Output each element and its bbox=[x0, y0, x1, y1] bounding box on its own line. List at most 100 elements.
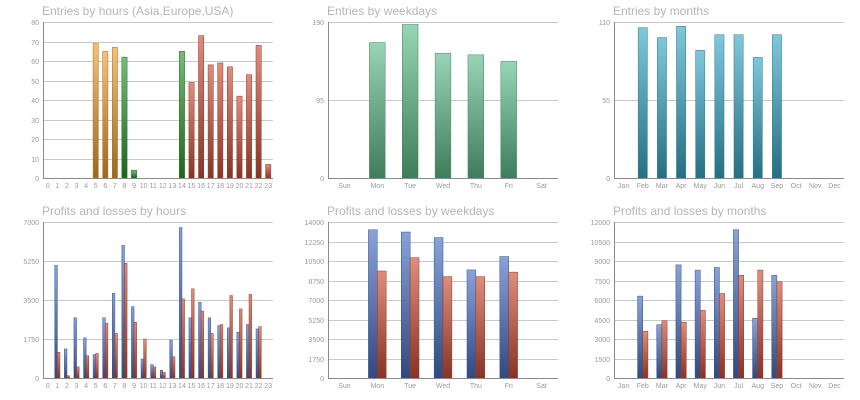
bar-series-1-Fri bbox=[499, 256, 509, 379]
bar-series-2-7 bbox=[114, 333, 118, 379]
bar-series-2-3 bbox=[76, 366, 80, 379]
y-tick-label: 1500 bbox=[594, 357, 610, 364]
bar-5 bbox=[92, 43, 99, 179]
bar-series-2-11 bbox=[152, 366, 157, 379]
x-tick-label: 2 bbox=[65, 383, 69, 390]
bar-series-2-18 bbox=[220, 324, 224, 379]
x-tick-label: 7 bbox=[113, 183, 117, 190]
y-tick-label: 55 bbox=[602, 98, 610, 105]
bar-series-2-Fri bbox=[508, 271, 518, 379]
bar-series-2-8 bbox=[124, 262, 128, 379]
y-tick-label: 5250 bbox=[308, 318, 324, 325]
x-tick-label: 0 bbox=[46, 183, 50, 190]
x-tick-label: Tue bbox=[404, 183, 416, 190]
bar-series-2-Tue bbox=[409, 257, 420, 379]
chart-entries-by-weekdays: Entries by weekdays 0 95 190 Sun Mon Tue Wed Th… bbox=[290, 2, 560, 192]
bar-Aug bbox=[752, 57, 763, 179]
chart-profits-losses-by-weekdays: Profits and losses by weekdays 0 1750 3500… bbox=[290, 202, 560, 392]
x-tick-label: 9 bbox=[132, 183, 136, 190]
x-tick-label: Mon bbox=[370, 183, 384, 190]
x-tick-label: 17 bbox=[207, 383, 215, 390]
x-tick-label: 11 bbox=[150, 183, 157, 190]
bar-series-2-Sep bbox=[776, 281, 783, 379]
bar-18 bbox=[217, 62, 224, 179]
bar-May bbox=[695, 50, 706, 179]
y-tick-label: 70 bbox=[31, 40, 39, 47]
y-tick-label: 9000 bbox=[594, 259, 610, 266]
bar-series-1-Jun bbox=[713, 267, 720, 379]
bar-series-1-Wed bbox=[433, 237, 444, 379]
bar-22 bbox=[255, 45, 262, 179]
bar-series-1-18 bbox=[217, 325, 221, 379]
bar-9 bbox=[131, 169, 137, 179]
bar-series-1-14 bbox=[179, 227, 183, 379]
x-tick-label: Wed bbox=[436, 183, 450, 190]
bar-series-1-15 bbox=[188, 317, 192, 379]
x-tick-label: Sun bbox=[338, 383, 351, 390]
bar-Apr bbox=[676, 26, 686, 179]
bar-series-2-16 bbox=[200, 310, 204, 379]
bar-series-2-6 bbox=[105, 323, 109, 379]
bar-Thu bbox=[467, 54, 484, 179]
bar-series-1-Aug bbox=[752, 317, 759, 379]
bar-series-2-Feb bbox=[642, 330, 649, 379]
x-tick-label: Sat bbox=[536, 383, 547, 390]
chart-entries-by-months-svg: Entries by months 0 55 110 Jan Feb Mar Apr May J… bbox=[599, 4, 844, 190]
y-tick-label: 20 bbox=[31, 137, 39, 144]
bar-series-1-19 bbox=[227, 327, 231, 379]
bar-17 bbox=[207, 64, 214, 179]
bar-series-2-12 bbox=[162, 372, 166, 379]
x-tick-label: 11 bbox=[150, 383, 157, 390]
bar-series-1-5 bbox=[92, 354, 96, 379]
bar-6 bbox=[102, 51, 109, 179]
y-tick-label: 7000 bbox=[23, 220, 39, 227]
bar-series-2-Aug bbox=[757, 269, 764, 379]
bar-series-1-6 bbox=[102, 317, 106, 379]
bar-series-1-2 bbox=[64, 348, 68, 379]
x-tick-label: 13 bbox=[168, 183, 176, 190]
x-tick-label: Nov bbox=[809, 383, 822, 390]
bar-Mar bbox=[657, 37, 667, 179]
x-tick-label: Feb bbox=[637, 183, 649, 190]
bar-7 bbox=[111, 47, 118, 179]
bar-series-2-Apr bbox=[680, 321, 687, 379]
bar-series-1-9 bbox=[131, 306, 135, 379]
x-tick-label: Sep bbox=[771, 383, 784, 390]
x-tick-label: Jul bbox=[734, 183, 743, 190]
bar-series-2-1 bbox=[57, 352, 61, 379]
x-tick-label: 22 bbox=[255, 383, 263, 390]
bar-series-1-22 bbox=[255, 328, 259, 379]
bar-Tue bbox=[402, 24, 419, 179]
bar-series-2-2 bbox=[66, 375, 70, 379]
bar-series-2-15 bbox=[191, 288, 195, 379]
bar-series-2-Jul bbox=[738, 275, 745, 379]
y-tick-label: 12250 bbox=[305, 240, 325, 247]
x-tick-label: 0 bbox=[46, 383, 50, 390]
x-tick-label: 21 bbox=[245, 383, 253, 390]
x-tick-label: Dec bbox=[828, 183, 841, 190]
x-tick-label: Apr bbox=[676, 383, 688, 390]
bar-Jul bbox=[733, 34, 744, 179]
x-tick-label: Mar bbox=[656, 183, 669, 190]
y-tick-label: 10500 bbox=[305, 259, 325, 266]
y-tick-label: 3500 bbox=[23, 298, 39, 305]
bar-series-1-3 bbox=[73, 317, 77, 379]
x-tick-label: 2 bbox=[65, 183, 69, 190]
y-tick-label: 95 bbox=[316, 98, 324, 105]
chart-title: Entries by weekdays bbox=[327, 4, 437, 18]
bar-series-1-May bbox=[694, 269, 701, 379]
bar-series-1-Sep bbox=[771, 275, 778, 379]
x-tick-label: 9 bbox=[132, 383, 136, 390]
x-tick-label: 17 bbox=[207, 183, 215, 190]
bar-series-1-Jul bbox=[733, 229, 739, 379]
y-tick-label: 4500 bbox=[594, 318, 610, 325]
x-tick-label: Thu bbox=[470, 383, 482, 390]
x-tick-label: 3 bbox=[75, 183, 79, 190]
chart-title: Entries by months bbox=[613, 4, 709, 18]
y-tick-label: 6000 bbox=[594, 298, 610, 305]
y-tick-label: 60 bbox=[31, 59, 39, 66]
bar-series-1-11 bbox=[150, 364, 154, 379]
bar-series-1-20 bbox=[236, 332, 240, 379]
bar-series-2-4 bbox=[85, 355, 89, 379]
x-tick-label: Mon bbox=[370, 383, 384, 390]
